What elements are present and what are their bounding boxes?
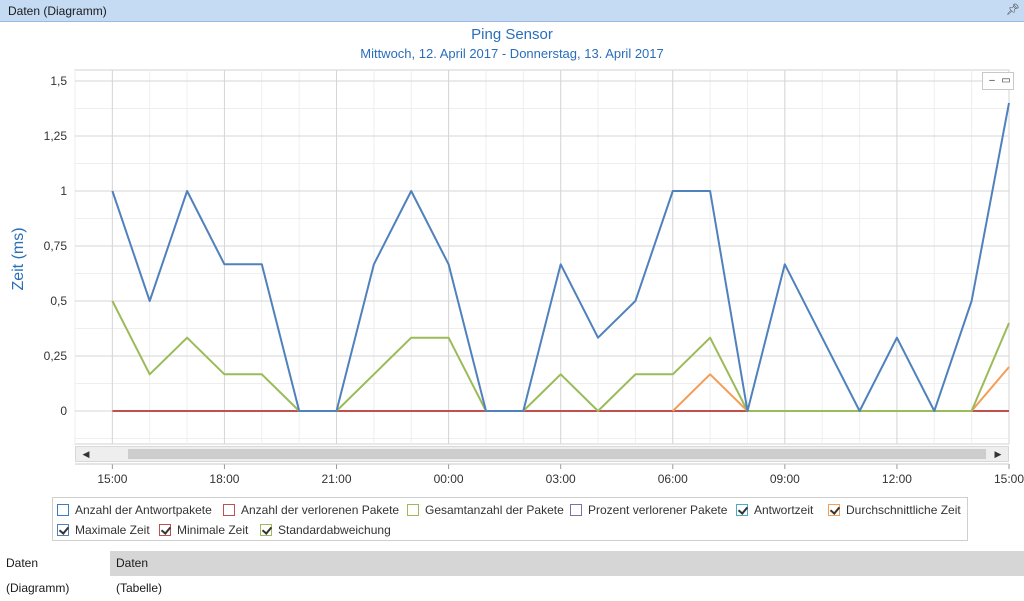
y-tick-label: 0,25	[44, 349, 68, 363]
legend-label: Anzahl der verlorenen Pakete	[241, 503, 400, 517]
plot-area	[74, 69, 1010, 445]
legend-label: Minimale Zeit	[177, 523, 249, 537]
legend-label: Maximale Zeit	[75, 523, 150, 537]
y-tick-label: 0,75	[44, 239, 68, 253]
legend-item-verlorene-pakete[interactable]: Anzahl der verlorenen Pakete	[223, 502, 399, 518]
chart-svg: 0 0,25 0,5 0,75 1 1,25 1,5 15:00 18:00 21:00 00:0…	[10, 69, 1024, 486]
x-tick-labels: 15:00 18:00 21:00 00:00 03:00 06:00 09:00 12:00…	[97, 464, 1024, 486]
bottom-tab-bar: Daten (Diagramm) Daten (Tabelle)	[0, 551, 1024, 595]
x-tick-label: 15:00	[994, 472, 1024, 486]
legend-item-prozent-verlorener-pakete[interactable]: Prozent verlorener Pakete	[570, 502, 727, 518]
x-tick-label: 18:00	[209, 472, 239, 486]
legend-item-durchschnittliche-zeit[interactable]: Durchschnittliche Zeit	[828, 502, 961, 518]
chevron-right-icon[interactable]: ▶	[994, 449, 1002, 459]
chart-title: Ping Sensor	[471, 26, 553, 43]
legend-label: Gesamtanzahl der Pakete	[425, 503, 564, 517]
x-tick-label: 12:00	[882, 472, 912, 486]
x-tick-label: 21:00	[322, 472, 352, 486]
legend-label: Anzahl der Antwortpakete	[75, 503, 212, 517]
tab-tabelle[interactable]: Daten (Tabelle)	[116, 556, 163, 595]
series-line-maximale-zeit	[111, 102, 1010, 412]
legend-item-standardabweichung[interactable]: Standardabweichung	[260, 522, 391, 538]
checkbox[interactable]	[570, 504, 582, 516]
legend-label: Standardabweichung	[278, 523, 391, 537]
legend-item-maximale-zeit[interactable]: Maximale Zeit	[57, 522, 150, 538]
chevron-left-icon[interactable]: ◀	[82, 449, 90, 459]
checkbox[interactable]	[223, 504, 235, 516]
legend: Anzahl der Antwortpakete Anzahl der verl…	[52, 497, 968, 541]
minimize-icon[interactable]: –	[985, 74, 999, 88]
panel-header: Daten (Diagramm) 📌︎	[0, 0, 1024, 22]
y-tick-label: 1,5	[50, 74, 67, 88]
chart-subtitle: Mittwoch, 12. April 2017 - Donnerstag, 1…	[360, 46, 664, 61]
y-axis-label: Zeit (ms)	[10, 227, 27, 290]
tab-diagramm[interactable]: Daten (Diagramm)	[0, 551, 110, 595]
checkbox[interactable]	[260, 524, 272, 536]
scroll-thumb[interactable]	[128, 449, 986, 459]
y-tick-label: 0	[60, 404, 67, 418]
pin-icon[interactable]: 📌︎	[1006, 4, 1020, 16]
x-tick-label: 00:00	[434, 472, 464, 486]
checkbox[interactable]	[159, 524, 171, 536]
legend-label: Prozent verlorener Pakete	[588, 503, 728, 517]
legend-label: Durchschnittliche Zeit	[846, 503, 961, 517]
legend-item-minimale-zeit[interactable]: Minimale Zeit	[159, 522, 248, 538]
legend-item-gesamtanzahl-pakete[interactable]: Gesamtanzahl der Pakete	[407, 502, 564, 518]
checkbox[interactable]	[57, 524, 69, 536]
x-tick-label: 06:00	[658, 472, 688, 486]
checkbox[interactable]	[736, 504, 748, 516]
y-tick-label: 1	[60, 184, 67, 198]
y-tick-label: 0,5	[50, 294, 67, 308]
x-tick-label: 09:00	[770, 472, 800, 486]
y-tick-label: 1,25	[44, 129, 68, 143]
legend-item-anzahl-antwortpakete[interactable]: Anzahl der Antwortpakete	[57, 502, 212, 518]
window-controls: – ▭	[982, 72, 1014, 90]
y-tick-labels: 0 0,25 0,5 0,75 1 1,25 1,5	[44, 74, 68, 418]
checkbox[interactable]	[57, 504, 69, 516]
legend-item-antwortzeit[interactable]: Antwortzeit	[736, 502, 813, 518]
panel-title: Daten (Diagramm)	[8, 4, 107, 18]
series-lines	[111, 102, 1010, 412]
checkbox[interactable]	[828, 504, 840, 516]
x-tick-label: 03:00	[546, 472, 576, 486]
legend-label: Antwortzeit	[754, 503, 814, 517]
x-tick-label: 15:00	[97, 472, 127, 486]
horizontal-scrollbar[interactable]: ◀ ▶	[75, 446, 1009, 462]
maximize-icon[interactable]: ▭	[999, 74, 1013, 88]
checkbox[interactable]	[407, 504, 419, 516]
